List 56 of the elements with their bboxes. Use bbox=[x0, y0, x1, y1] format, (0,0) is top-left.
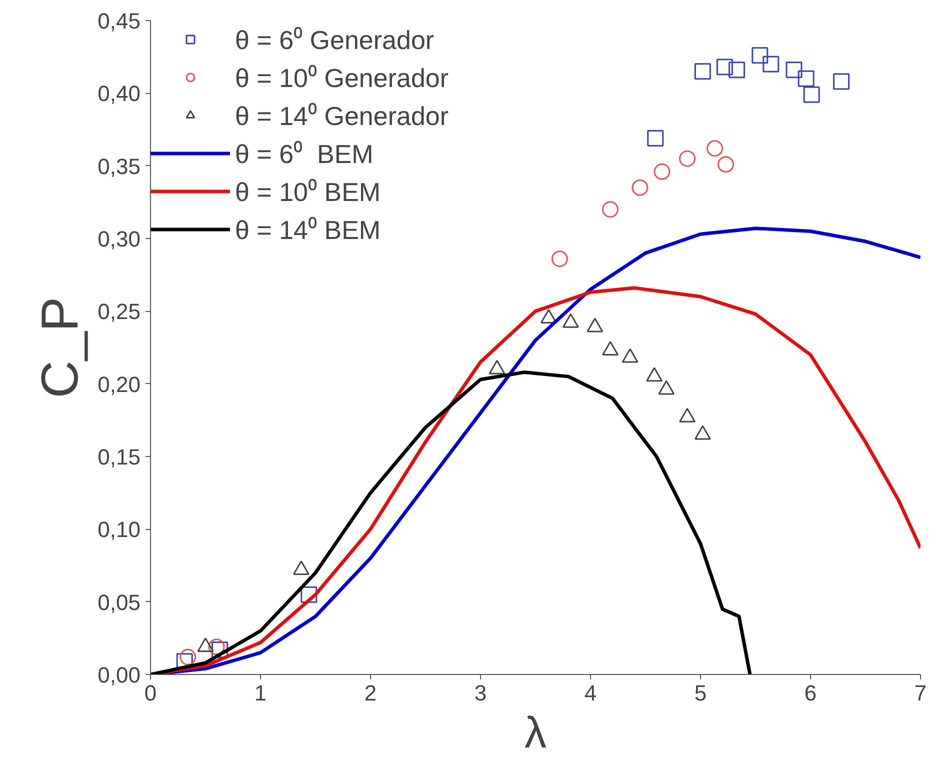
y-tick-label: 0,45 bbox=[98, 8, 141, 34]
point bbox=[716, 58, 733, 76]
point bbox=[762, 56, 780, 72]
point bbox=[694, 425, 711, 440]
point bbox=[647, 130, 664, 146]
point bbox=[654, 163, 670, 180]
point bbox=[551, 250, 568, 268]
x-tick-label: 6 bbox=[804, 680, 817, 706]
point bbox=[679, 150, 696, 167]
point bbox=[602, 340, 619, 356]
point bbox=[562, 313, 579, 328]
y-tick-label: 0,15 bbox=[98, 444, 141, 470]
point bbox=[292, 560, 310, 575]
y-tick-label: 0,30 bbox=[98, 226, 141, 252]
point bbox=[586, 318, 604, 332]
point bbox=[632, 179, 648, 196]
point bbox=[658, 380, 675, 395]
x-tick-label: 1 bbox=[254, 680, 267, 706]
point bbox=[786, 62, 802, 78]
point bbox=[679, 408, 696, 422]
y-tick-label: 0,40 bbox=[98, 81, 141, 106]
y-tick-label: 0,10 bbox=[98, 517, 141, 542]
x-tick-label: 3 bbox=[474, 680, 487, 706]
y-tick-label: 0,20 bbox=[98, 372, 141, 397]
y-axis-title: C_P bbox=[32, 296, 90, 398]
point bbox=[602, 201, 619, 218]
point bbox=[798, 70, 814, 87]
point bbox=[728, 62, 746, 78]
legend-label: θ = 10⁰ Generador bbox=[235, 62, 449, 95]
point bbox=[752, 47, 768, 64]
point bbox=[833, 73, 850, 90]
x-axis-title: λ bbox=[524, 708, 546, 758]
point bbox=[706, 140, 724, 157]
point bbox=[694, 63, 711, 80]
x-tick-label: 5 bbox=[694, 680, 707, 706]
y-tick-label: 0,35 bbox=[98, 154, 141, 179]
line-series bbox=[150, 370, 752, 674]
point bbox=[488, 360, 506, 374]
legend-label: θ = 6⁰ BEM bbox=[235, 138, 374, 171]
point bbox=[646, 367, 663, 382]
legend-label: θ = 14⁰ Generador bbox=[235, 100, 449, 133]
y-tick-label: 0,25 bbox=[98, 299, 141, 324]
legend-label: θ = 10⁰ BEM bbox=[235, 176, 381, 209]
point bbox=[197, 637, 214, 652]
y-tick-label: 0,00 bbox=[98, 662, 141, 688]
point bbox=[622, 348, 638, 363]
legend-label: θ = 6⁰ Generador bbox=[235, 24, 434, 57]
x-tick-label: 7 bbox=[914, 680, 927, 706]
x-tick-label: 4 bbox=[584, 680, 597, 706]
y-tick-label: 0,05 bbox=[98, 590, 141, 615]
x-tick-label: 0 bbox=[144, 680, 157, 706]
point bbox=[540, 309, 557, 324]
point bbox=[803, 86, 820, 103]
legend-label: θ = 14⁰ BEM bbox=[235, 214, 381, 247]
x-tick-label: 2 bbox=[364, 680, 377, 706]
point bbox=[718, 156, 734, 173]
